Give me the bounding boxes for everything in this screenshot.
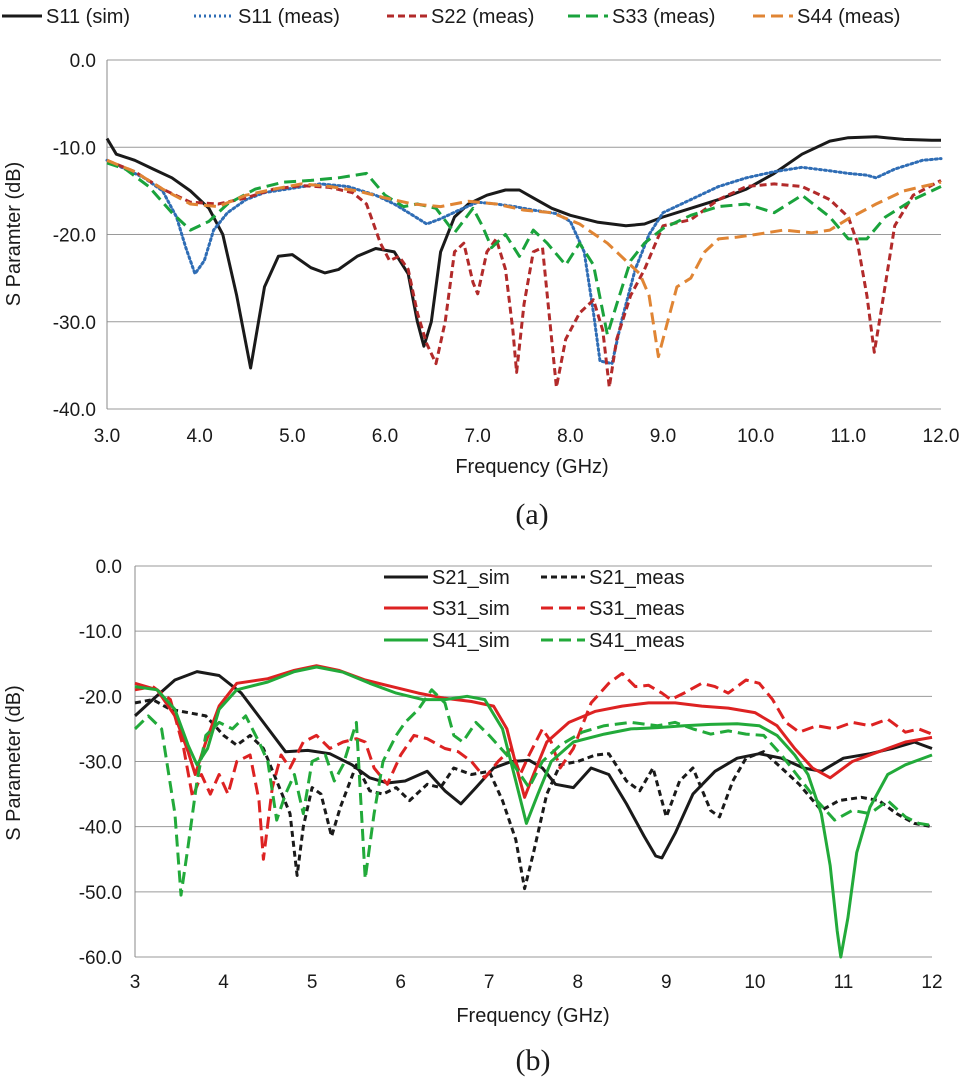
chart-b-series-s41-meas [133,688,933,897]
chart-b-legend-label: S41_sim [432,630,510,652]
chart-b-series-s21-sim [133,670,933,860]
chart-a-xtick-label: 5.0 [279,426,305,447]
chart-b-ytick-label: -60.0 [79,948,122,969]
chart-b-xtick-label: 11 [834,972,854,993]
chart-a-xtick-label: 3.0 [94,426,120,447]
chart-b-ytick-label: -10.0 [79,622,122,643]
chart-a-legend-label: S33 (meas) [612,6,715,28]
chart-a-series-s22-meas [106,158,942,389]
chart-a-legend-label: S11 (meas) [238,6,340,28]
chart-a-legend: S11 (sim) S11 (meas) S22 (meas) S33 (meas) S… [2,6,900,28]
chart-a-ytick-label: -30.0 [53,313,96,334]
chart-a-legend-label: S22 (meas) [431,6,534,28]
chart-b-ytick-label: -20.0 [79,687,122,708]
chart-b-legend-label: S21_meas [589,567,685,589]
chart-a-series-s11-meas [105,157,943,366]
chart-b-ytick-label: -40.0 [79,818,122,839]
chart-b-xtick-label: 8 [572,972,583,993]
chart-a-xtick-label: 8.0 [557,426,583,447]
chart-a-plot [105,135,943,389]
chart-b-xtick-label: 7 [484,972,495,993]
chart-a-grid [106,59,941,410]
chart-b-legend: S21_sim S21_meas S31_sim S31_meas S41_sim S41… [384,567,685,652]
chart-a-legend-label: S11 (sim) [46,6,130,28]
chart-a-legend-label: S44 (meas) [797,6,900,28]
chart-b-xticks: 3 4 5 6 7 8 9 10 11 12 [130,972,943,993]
chart-a-ytick-label: -20.0 [53,226,96,247]
chart-a: S11 (sim) S11 (meas) S22 (meas) S33 (meas) S… [2,6,959,531]
chart-a-ytick-label: 0.0 [70,51,96,72]
chart-b-legend-label: S31_sim [432,598,510,620]
chart-a-xlabel: Frequency (GHz) [455,456,608,478]
chart-a-series-s11-sim [105,135,941,370]
chart-a-series-s44-meas [106,158,942,359]
chart-b-plot [133,664,933,959]
chart-a-series-s33-meas [106,161,942,337]
chart-b-xtick-label: 5 [307,972,318,993]
chart-b-ytick-label: -50.0 [79,883,122,904]
chart-b-xlabel: Frequency (GHz) [456,1005,609,1027]
chart-b-series-s31-sim [134,664,933,799]
chart-a-xtick-label: 4.0 [186,426,212,447]
chart-b-series-s31-meas [134,672,933,861]
chart-b-ylabel: S Parameter (dB) [3,685,25,841]
chart-a-xtick-label: 6.0 [372,426,398,447]
chart-a-ytick-label: -10.0 [53,138,96,159]
chart-b-ytick-label: -30.0 [79,753,122,774]
chart-a-xtick-label: 10.0 [737,426,774,447]
chart-a-xtick-label: 7.0 [464,426,490,447]
chart-a-xtick-label: 9.0 [650,426,676,447]
chart-b-series-s41-sim [134,665,933,959]
chart-b-legend-label: S41_meas [589,630,685,652]
chart-b-xtick-label: 6 [395,972,406,993]
chart-b: 0.0 -10.0 -20.0 -30.0 -40.0 -50.0 -60.0 3 4 5 6 7 8… [3,557,943,1077]
chart-b-legend-label: S31_meas [589,598,685,620]
chart-a-ytick-label: -40.0 [53,400,96,421]
chart-a-ylabel: S Paramter (dB) [3,162,25,306]
chart-a-xticks: 3.0 4.0 5.0 6.0 7.0 8.0 9.0 10.0 11.0 12.0 [94,426,960,447]
chart-b-xtick-label: 10 [744,972,765,993]
chart-a-caption: (a) [515,498,548,531]
chart-b-ytick-label: 0.0 [96,557,122,578]
chart-b-yticks: 0.0 -10.0 -20.0 -30.0 -40.0 -50.0 -60.0 [79,557,122,969]
chart-b-series-s21-meas [134,698,933,891]
chart-a-xtick-label: 11.0 [831,426,867,447]
chart-b-xtick-label: 12 [921,972,942,993]
chart-a-xtick-label: 12.0 [923,426,960,447]
chart-b-xtick-label: 3 [130,972,141,993]
chart-a-yticks: 0.0 -10.0 -20.0 -30.0 -40.0 [53,51,96,421]
chart-b-legend-label: S21_sim [432,567,510,589]
chart-b-xtick-label: 4 [218,972,229,993]
chart-b-caption: (b) [516,1044,551,1077]
chart-b-xtick-label: 9 [661,972,672,993]
